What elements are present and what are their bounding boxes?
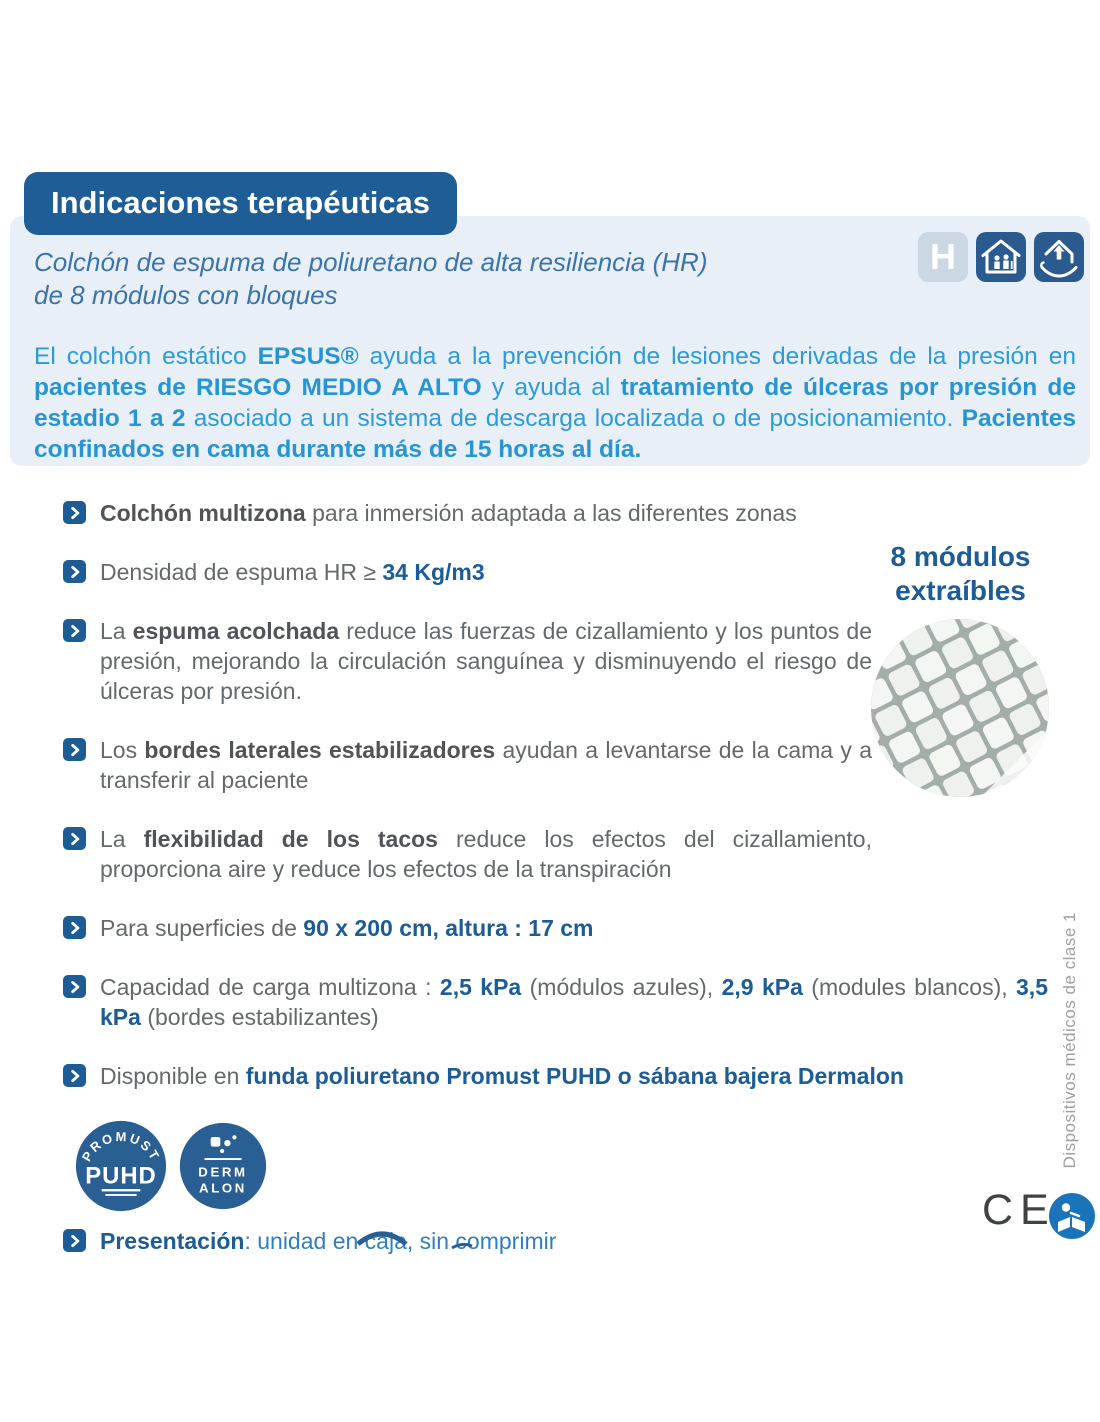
- list-item: Densidad de espuma HR ≥ 34 Kg/m3: [63, 557, 1063, 587]
- list-item: Disponible en funda poliuretano Promust …: [63, 1061, 1063, 1091]
- list-item: Presentación: unidad en caja, sin compri…: [63, 1226, 1063, 1256]
- text-segment: funda poliuretano Promust PUHD o sábana …: [245, 1063, 904, 1089]
- feature-list: Colchón multizona para inmersión adaptad…: [63, 498, 1063, 1285]
- consult-instructions-icon: [1049, 1193, 1095, 1239]
- text-segment: 3,5 kPa: [100, 974, 1048, 1030]
- text-segment: 2,5 kPa: [439, 974, 522, 1000]
- text-segment: 2,9 kPa: [721, 974, 803, 1000]
- intro-panel: Colchón de espuma de poliuretano de alta…: [10, 216, 1090, 466]
- modules-caption-line2: extraíbles: [895, 575, 1026, 607]
- text-segment: (módulos azules),: [521, 974, 722, 1000]
- text-segment: 34 Kg/m3: [382, 559, 485, 585]
- product-subtitle-line2: de 8 módulos con bloques: [34, 280, 338, 311]
- nursing-home-icon: [976, 232, 1026, 282]
- cropped-logo-arc-right: [450, 1237, 474, 1255]
- bullet-text: Para superficies de 90 x 200 cm, altura …: [100, 913, 594, 943]
- hospital-icon: H: [918, 232, 968, 282]
- bullet-text: La espuma acolchada reduce las fuerzas d…: [100, 616, 872, 706]
- text-segment: Densidad de espuma HR ≥: [100, 559, 383, 585]
- text-segment: reduce los efectos del cizallamiento, pr…: [100, 826, 872, 882]
- text-segment: reduce las fuerzas de cizallamiento y lo…: [100, 618, 872, 704]
- text-segment: asociado a un sistema de descarga locali…: [185, 404, 962, 432]
- list-item: La flexibilidad de los tacos reduce los …: [63, 824, 1063, 884]
- text-segment: flexibilidad de los tacos: [143, 826, 438, 852]
- text-segment: para inmersión adaptada a las diferentes…: [305, 500, 797, 526]
- text-segment: EPSUS®: [257, 342, 359, 370]
- text-segment: bordes laterales estabilizadores: [144, 737, 496, 763]
- text-segment: Colchón multizona: [100, 500, 306, 526]
- product-subtitle: Colchón de espuma de poliuretano de alta…: [34, 246, 708, 313]
- text-segment: (bordes estabilizantes): [140, 1004, 379, 1030]
- chevron-bullet-icon: [63, 1064, 86, 1087]
- promust-puhd-logo: PROMUST PUHD: [75, 1120, 167, 1212]
- text-segment: y ayuda al: [481, 373, 621, 401]
- list-item: Capacidad de carga multizona : 2,5 kPa (…: [63, 972, 1063, 1032]
- chevron-bullet-icon: [63, 975, 86, 998]
- care-setting-icons: H: [918, 232, 1084, 282]
- bullet-text: Capacidad de carga multizona : 2,5 kPa (…: [100, 972, 1048, 1032]
- dermalon-text-line2: ALON: [199, 1180, 247, 1195]
- hospital-icon-letter: H: [930, 236, 956, 277]
- puhd-text: PUHD: [85, 1162, 156, 1189]
- device-class-note: Dispositivos médicos de clase 1: [1060, 912, 1079, 1169]
- text-segment: La: [100, 618, 133, 644]
- text-segment: espuma acolchada: [132, 618, 340, 644]
- text-segment: ayudan a levantarse de la cama y a trans…: [100, 737, 872, 793]
- text-segment: Para superficies de: [100, 915, 304, 941]
- bullet-text: Los bordes laterales estabilizadores ayu…: [100, 735, 872, 795]
- text-segment: pacientes de RIESGO MEDIO A ALTO: [34, 373, 482, 401]
- text-segment: ayuda a la prevención de lesiones deriva…: [358, 342, 1076, 370]
- text-segment: La: [100, 826, 144, 852]
- list-item: Para superficies de 90 x 200 cm, altura …: [63, 913, 1063, 943]
- text-segment: Disponible en: [100, 1063, 246, 1089]
- text-segment: Los: [100, 737, 145, 763]
- text-segment: El colchón estático: [34, 342, 258, 370]
- text-segment: Presentación: [100, 1228, 245, 1254]
- chevron-bullet-icon: [63, 501, 86, 524]
- text-segment: tratamiento de úlceras por presión de es…: [34, 373, 1076, 432]
- bullet-text: Presentación: unidad en caja, sin compri…: [100, 1226, 556, 1256]
- chevron-bullet-icon: [63, 1229, 86, 1252]
- dermalon-logo: DERM ALON: [179, 1122, 267, 1210]
- feature-list-presentation: Presentación: unidad en caja, sin compri…: [63, 1226, 1063, 1256]
- ce-mark: CE: [982, 1186, 1056, 1234]
- text-segment: Capacidad de carga multizona :: [100, 974, 440, 1000]
- text-segment: Pacientes confinados en cama durante más…: [34, 404, 1077, 463]
- list-item: Colchón multizona para inmersión adaptad…: [63, 498, 1063, 528]
- feature-list-main: Colchón multizona para inmersión adaptad…: [63, 498, 1063, 1091]
- text-segment: (modules blancos),: [802, 974, 1017, 1000]
- modules-caption-line1: 8 módulos: [890, 541, 1031, 572]
- bullet-text: La flexibilidad de los tacos reduce los …: [100, 824, 872, 884]
- cropped-logo-arc-left: [355, 1230, 409, 1251]
- home-care-icon: [1034, 232, 1084, 282]
- modules-photo: [870, 618, 1050, 803]
- list-item: Los bordes laterales estabilizadores ayu…: [63, 735, 1063, 795]
- modules-caption: 8 módulos extraíbles: [868, 540, 1053, 608]
- bullet-text: Disponible en funda poliuretano Promust …: [100, 1061, 904, 1091]
- section-title-badge: Indicaciones terapéuticas: [24, 172, 458, 235]
- chevron-bullet-icon: [63, 619, 86, 642]
- chevron-bullet-icon: [63, 738, 86, 761]
- text-segment: 90 x 200 cm, altura : 17 cm: [303, 915, 594, 941]
- dermalon-text-line1: DERM: [198, 1165, 247, 1180]
- chevron-bullet-icon: [63, 827, 86, 850]
- bullet-text: Densidad de espuma HR ≥ 34 Kg/m3: [100, 557, 485, 587]
- bullet-text: Colchón multizona para inmersión adaptad…: [100, 498, 797, 528]
- product-subtitle-line1: Colchón de espuma de poliuretano de alta…: [34, 247, 708, 277]
- intro-paragraph: El colchón estático EPSUS® ayuda a la pr…: [34, 341, 1076, 465]
- chevron-bullet-icon: [63, 916, 86, 939]
- cover-logos: PROMUST PUHD DERM ALON: [75, 1120, 1063, 1212]
- chevron-bullet-icon: [63, 560, 86, 583]
- list-item: La espuma acolchada reduce las fuerzas d…: [63, 616, 1063, 706]
